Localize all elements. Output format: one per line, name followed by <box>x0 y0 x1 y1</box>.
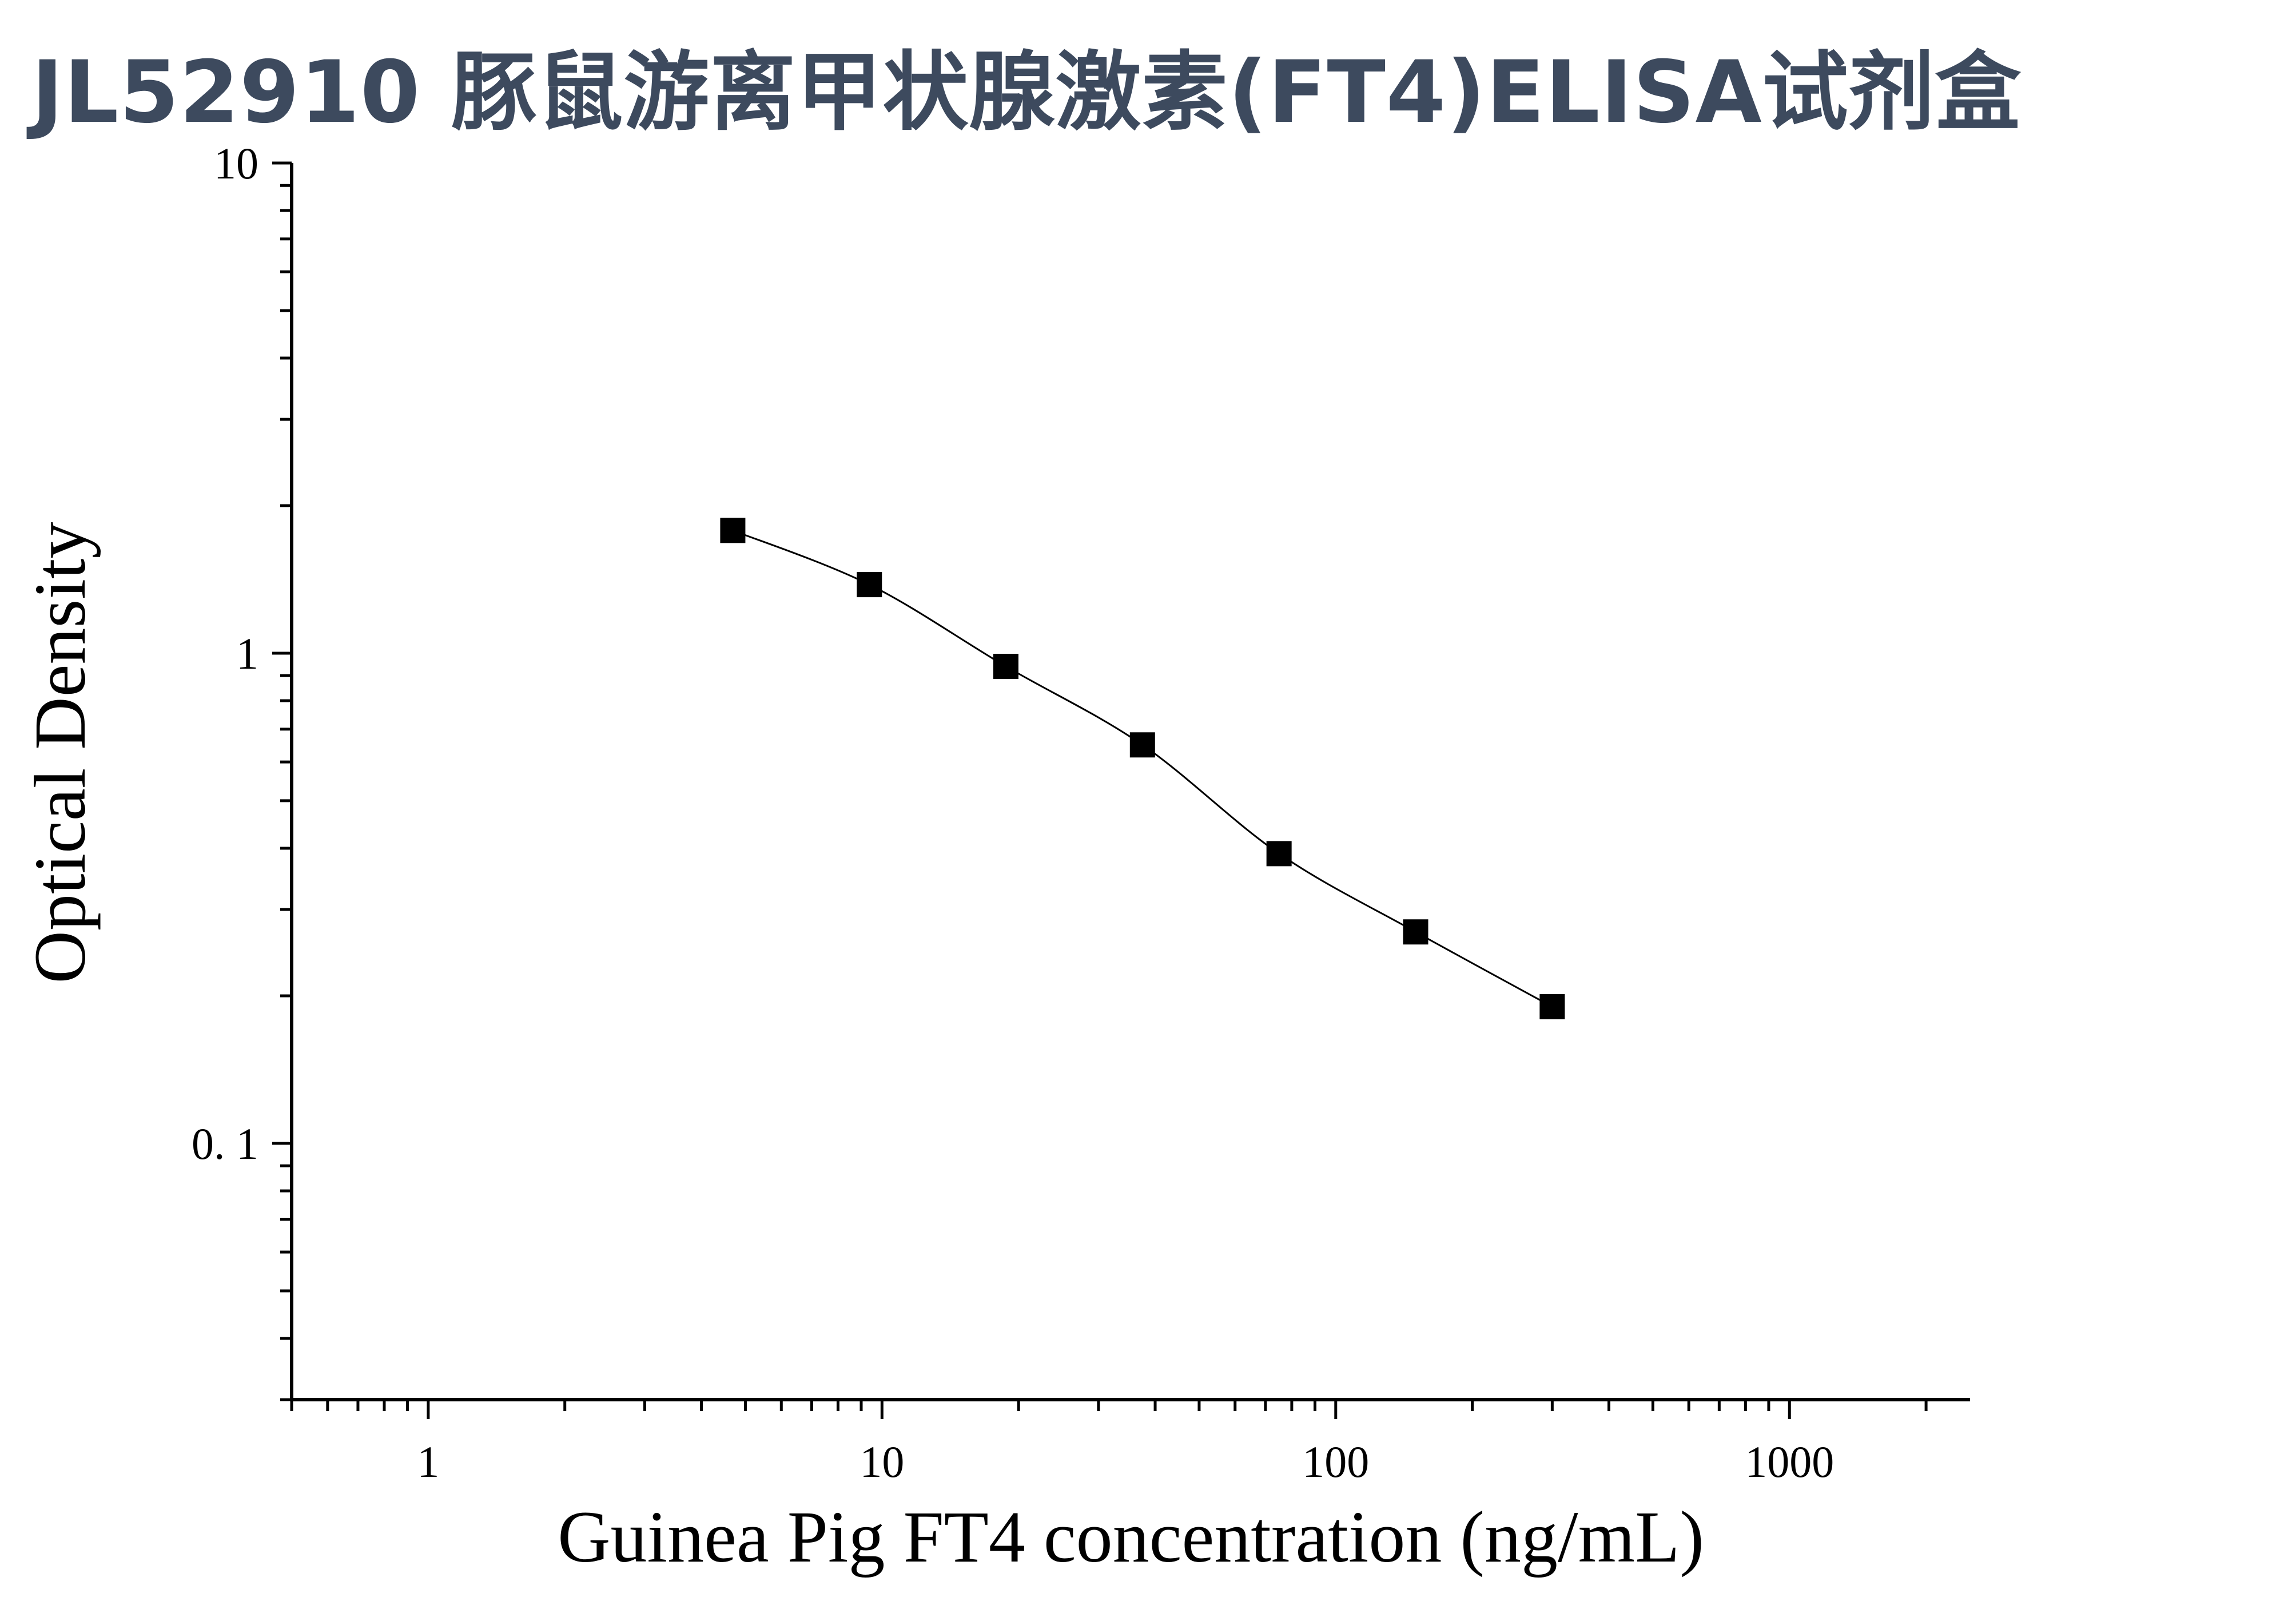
data-point <box>1539 994 1565 1020</box>
x-ticks: 1 10 100 1000 <box>290 1400 1928 1487</box>
data-point <box>1403 919 1428 945</box>
x-axis-title: Guinea Pig FT4 concentration (ng/mL) <box>558 1496 1704 1578</box>
axes <box>290 163 1970 1401</box>
data-point <box>720 518 746 543</box>
y-tick-label: 10 <box>214 138 258 188</box>
x-tick-label: 10 <box>859 1437 904 1487</box>
fit-curve <box>732 529 1553 1008</box>
page-title: JL52910 豚鼠游离甲状腺激素(FT4)ELISA试剂盒 <box>31 43 2022 142</box>
data-point <box>1266 841 1292 867</box>
data-point <box>993 653 1018 679</box>
data-point <box>1129 732 1155 758</box>
y-tick-label: 1 <box>236 629 258 678</box>
x-tick-label: 1000 <box>1745 1437 1834 1487</box>
y-axis-title: Optical Density <box>19 522 101 984</box>
y-ticks: 0. 1 1 10 <box>192 138 292 1401</box>
y-tick-label: 0. 1 <box>192 1119 258 1169</box>
data-point <box>857 572 882 598</box>
x-tick-label: 100 <box>1302 1437 1369 1487</box>
data-markers <box>720 518 1565 1020</box>
x-tick-label: 1 <box>417 1437 439 1487</box>
